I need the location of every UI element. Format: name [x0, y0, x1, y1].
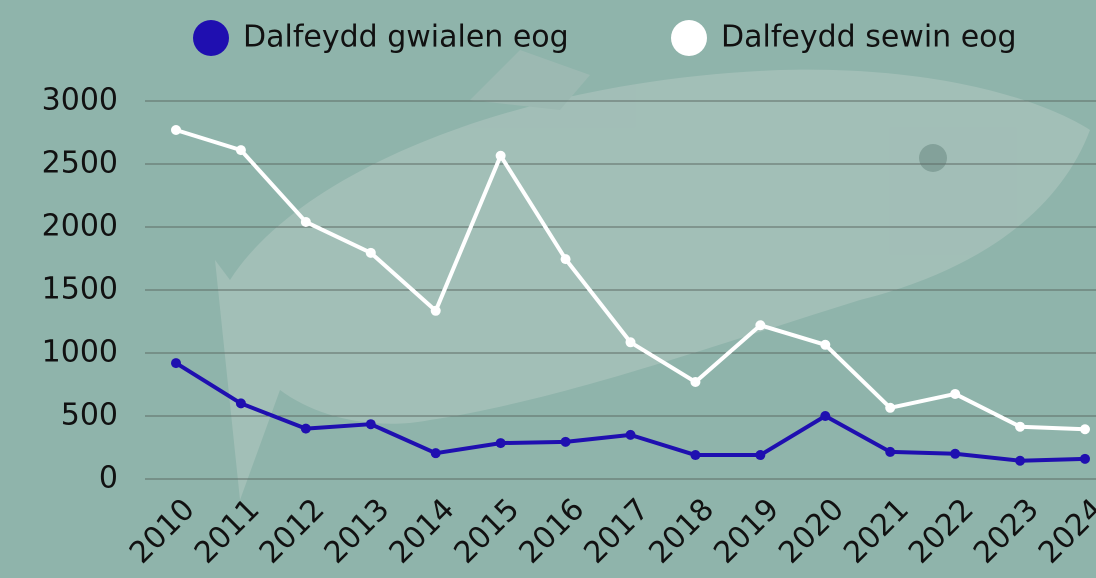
data-point	[301, 424, 311, 434]
chart: 0500100015002000250030002010201120122013…	[0, 0, 1096, 578]
data-point	[1080, 454, 1090, 464]
data-point	[690, 450, 700, 460]
data-point	[755, 320, 765, 330]
y-tick-label: 3000	[42, 83, 118, 118]
data-point	[1015, 422, 1025, 432]
y-tick-label: 1500	[42, 272, 118, 307]
legend-label: Dalfeydd sewin eog	[721, 20, 1017, 55]
data-point	[561, 254, 571, 264]
data-point	[950, 449, 960, 459]
data-point	[366, 419, 376, 429]
data-point	[301, 217, 311, 227]
legend-marker	[193, 20, 229, 56]
data-point	[171, 358, 181, 368]
legend-marker	[671, 20, 707, 56]
legend-label: Dalfeydd gwialen eog	[243, 20, 569, 55]
data-point	[755, 450, 765, 460]
y-tick-label: 1000	[42, 335, 118, 370]
data-point	[561, 437, 571, 447]
data-point	[1015, 456, 1025, 466]
data-point	[820, 411, 830, 421]
data-point	[236, 145, 246, 155]
data-point	[431, 448, 441, 458]
data-point	[496, 438, 506, 448]
data-point	[885, 403, 895, 413]
y-tick-label: 2000	[42, 209, 118, 244]
data-point	[236, 398, 246, 408]
data-point	[496, 151, 506, 161]
data-point	[820, 340, 830, 350]
data-point	[885, 447, 895, 457]
y-tick-label: 0	[99, 461, 118, 496]
data-point	[626, 337, 636, 347]
data-point	[1080, 424, 1090, 434]
data-point	[171, 125, 181, 135]
data-point	[626, 430, 636, 440]
data-point	[366, 248, 376, 258]
y-tick-label: 500	[61, 398, 118, 433]
data-point	[431, 306, 441, 316]
y-tick-label: 2500	[42, 146, 118, 181]
data-point	[690, 377, 700, 387]
data-point	[950, 389, 960, 399]
